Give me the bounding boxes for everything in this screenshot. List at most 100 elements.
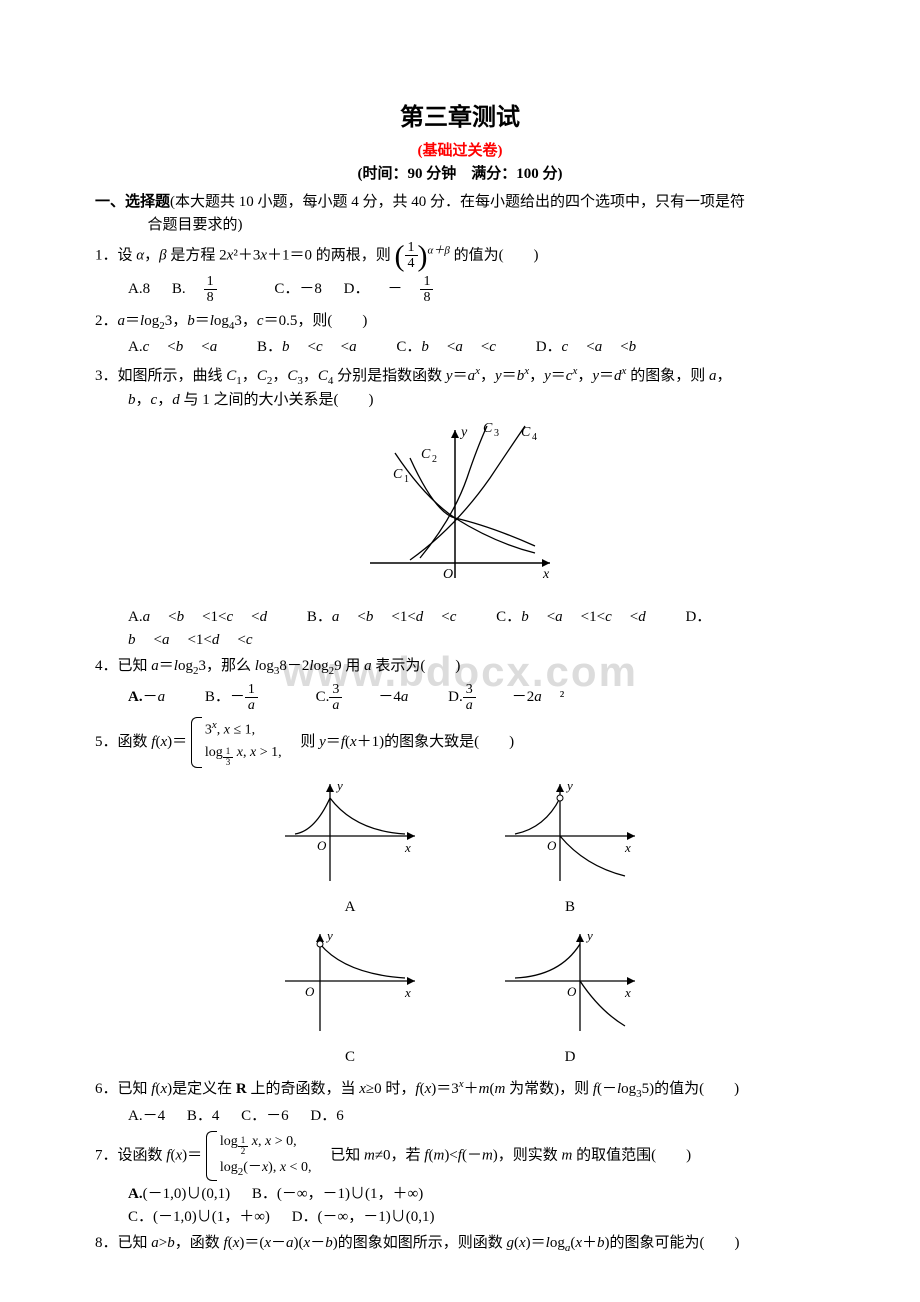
q4-num: 4． [95, 658, 118, 674]
svg-text:4: 4 [532, 432, 537, 443]
q2-optA: A.c<b<a [128, 339, 235, 355]
q7-optA: A.(－1,0)∪(0,1) [128, 1186, 230, 1202]
question-2: 2．a＝log23，b＝log43，c＝0.5，则( ) A.c<b<a B．b… [95, 310, 825, 359]
svg-text:O: O [305, 984, 315, 999]
svg-text:x: x [624, 985, 631, 1000]
q5-chart-A: O x y A [275, 776, 425, 918]
svg-text:2: 2 [432, 454, 437, 465]
q7-optB: B．(－∞，－1)∪(1，＋∞) [252, 1186, 423, 1202]
q5-post: 则 y＝f(x＋1)的图象大致是( ) [285, 734, 514, 750]
q1-optB-pre: B. [172, 281, 186, 297]
q7-pre: 设函数 f(x)＝ [118, 1148, 203, 1164]
q5-label-C: C [275, 1046, 425, 1069]
q1-optD: D．－18 [344, 281, 470, 297]
svg-text:O: O [547, 838, 557, 853]
q1-optB-den: 8 [204, 290, 217, 305]
q1-optD-den: 8 [420, 290, 433, 305]
svg-text:C: C [521, 425, 531, 440]
svg-text:x: x [624, 840, 631, 855]
q1-optD-num: 1 [420, 274, 433, 290]
q6-optC: C．－6 [241, 1108, 289, 1124]
section-1-desc: (本大题共 10 小题，每小题 4 分，共 40 分．在每小题给出的四个选项中，… [170, 194, 745, 210]
q1-num: 1． [95, 247, 118, 263]
q4-optD-num: 3 [463, 682, 476, 698]
svg-text:y: y [459, 425, 468, 440]
q6-optD: D．6 [310, 1108, 343, 1124]
q1-paren-frac: (14) [395, 240, 428, 272]
q5-brace: 3x, x ≤ 1, log13 x, x > 1, [191, 717, 282, 768]
svg-text:y: y [585, 928, 593, 943]
question-8: 8．已知 a>b，函数 f(x)＝(x－a)(x－b)的图象如图所示，则函数 g… [95, 1232, 825, 1257]
svg-text:O: O [567, 984, 577, 999]
q4-options: A.－a B．－1a C.3a－4a D.3a－2a² [128, 682, 825, 714]
q3-options: A.a<b<1<c<d B．a<b<1<d<c C．b<a<1<c<d D．b<… [128, 606, 825, 651]
q7-optD: D．(－∞，－1)∪(0,1) [292, 1209, 435, 1225]
q1-beta: β [159, 247, 166, 263]
q6-num: 6． [95, 1081, 118, 1097]
svg-text:O: O [317, 838, 327, 853]
q7-post: 已知 m≠0，若 f(m)<f(－m)，则实数 m 的取值范围( ) [315, 1148, 691, 1164]
svg-text:y: y [565, 778, 573, 793]
q2-options: A.c<b<a B．b<c<a C．b<a<c D．c<a<b [128, 336, 825, 359]
svg-text:3: 3 [494, 428, 499, 439]
svg-text:x: x [404, 985, 411, 1000]
q5-chart-D: O x y D [495, 926, 645, 1068]
q2-optC: C．b<a<c [396, 339, 514, 355]
q3-line1: 如图所示，曲线 C1，C2，C3，C4 分别是指数函数 y＝ax，y＝bx，y＝… [118, 368, 732, 384]
q1-alpha: α [136, 247, 144, 263]
q5-chart-C: O x y C [275, 926, 425, 1068]
svg-text:C: C [421, 447, 431, 462]
question-1: 1．设 α，β 是方程 2x²＋3x＋1＝0 的两根，则 (14) α＋β 的值… [95, 240, 825, 306]
question-5: 5．函数 f(x)＝ 3x, x ≤ 1, log13 x, x > 1, 则 … [95, 717, 825, 1068]
question-4: 4．已知 a＝log23，那么 log38－2log29 用 a 表示为( ) … [95, 655, 825, 713]
q4-optC-den: a [329, 698, 342, 713]
subtitle: (基础过关卷) [95, 140, 825, 163]
svg-text:y: y [335, 778, 343, 793]
svg-text:y: y [325, 928, 333, 943]
q7-options: A.(－1,0)∪(0,1) B．(－∞，－1)∪(1，＋∞) C．(－1,0)… [128, 1183, 825, 1228]
q7-num: 7． [95, 1148, 118, 1164]
q1-optB: B.18 [172, 281, 253, 297]
q1-optA: A.8 [128, 281, 150, 297]
q3-optA: A.a<b<1<c<d [128, 609, 285, 625]
q6-options: A.－4 B．4 C．－6 D．6 [128, 1105, 825, 1128]
q4-optC: C.3a－4a [316, 689, 427, 705]
q4-optB-num: 1 [245, 682, 258, 698]
q4-text: 已知 a＝log23，那么 log38－2log29 用 a 表示为( ) [118, 658, 461, 674]
q2-optB: B．b<c<a [257, 339, 375, 355]
section-1-head: 一、选择题(本大题共 10 小题，每小题 4 分，共 40 分．在每小题给出的四… [95, 191, 825, 236]
q8-num: 8． [95, 1235, 118, 1251]
q5-charts-row2: O x y C O x y D [95, 926, 825, 1068]
q8-text: 已知 a>b，函数 f(x)＝(x－a)(x－b)的图象如图所示，则函数 g(x… [118, 1235, 740, 1251]
q3-line2: b，c，d 与 1 之间的大小关系是( ) [128, 389, 825, 412]
q4-optD: D.3a－2a² [448, 689, 564, 705]
section-1-label: 一、选择题 [95, 194, 170, 210]
svg-text:C: C [393, 467, 403, 482]
q3-num: 3． [95, 368, 118, 384]
question-6: 6．已知 f(x)是定义在 R 上的奇函数，当 x≥0 时，f(x)＝3x＋m(… [95, 1076, 825, 1127]
question-3: 3．如图所示，曲线 C1，C2，C3，C4 分别是指数函数 y＝ax，y＝bx，… [95, 363, 825, 652]
q5-chart-B: O x y B [495, 776, 645, 918]
q4-optB-den: a [245, 698, 258, 713]
q7-optC: C．(－1,0)∪(1，＋∞) [128, 1209, 270, 1225]
q4-optC-num: 3 [329, 682, 342, 698]
q1-optD-neg: － [387, 281, 402, 297]
svg-text:O: O [443, 567, 453, 582]
svg-text:x: x [542, 567, 550, 582]
q4-optA: A.－a [128, 689, 183, 705]
q1-frac-den: 4 [405, 256, 418, 271]
svg-text:x: x [404, 840, 411, 855]
q6-optA: A.－4 [128, 1108, 165, 1124]
q3-optB: B．a<b<1<d<c [307, 609, 475, 625]
q5-pre: 函数 f(x)＝ [118, 734, 188, 750]
section-1-desc2: 合题目要求的) [148, 214, 826, 237]
page-content: 第三章测试 (基础过关卷) (时间：90 分钟 满分：100 分) 一、选择题(… [95, 100, 825, 1257]
page-title: 第三章测试 [95, 100, 825, 136]
q5-charts-row1: O x y A O x y B [95, 776, 825, 918]
q1-optC: C．－8 [274, 281, 322, 297]
q1-optB-num: 1 [204, 274, 217, 290]
q1-pre: 设 [118, 247, 137, 263]
q1-frac-num: 1 [405, 240, 418, 256]
svg-text:C: C [483, 421, 493, 436]
q4-optD-den: a [463, 698, 476, 713]
